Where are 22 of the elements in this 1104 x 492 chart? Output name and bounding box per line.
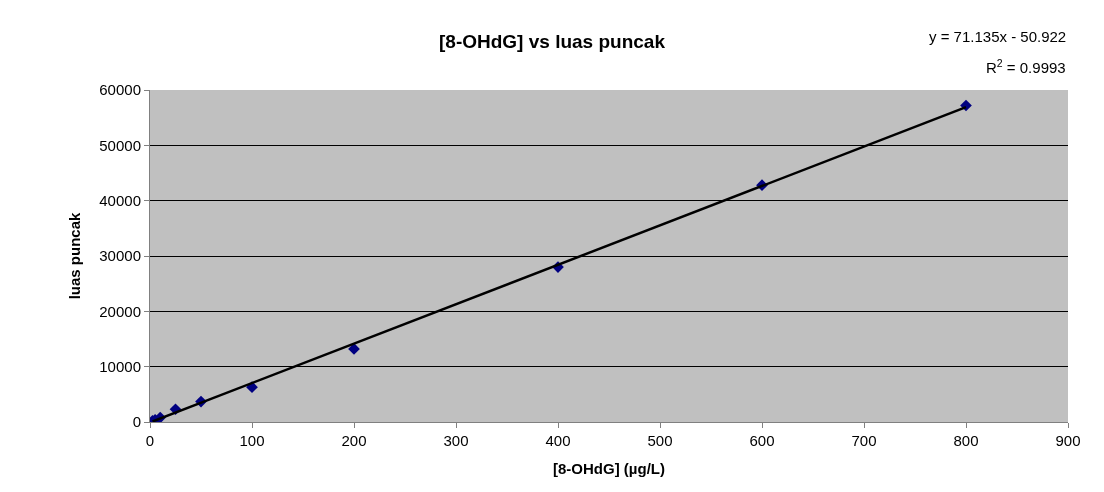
x-tick-label: 300 — [443, 432, 469, 449]
x-tick-label: 800 — [953, 432, 979, 449]
y-tick-label: 20000 — [99, 302, 141, 320]
y-axis-title: luas puncak — [65, 212, 83, 300]
chart-title: [8-OHdG] vs luas puncak — [439, 30, 666, 52]
x-tick-label: 600 — [749, 432, 775, 449]
x-tick-label: 400 — [545, 432, 571, 449]
x-tick-label: 200 — [341, 432, 367, 449]
y-tick-label: 50000 — [99, 136, 141, 154]
x-tick-label: 500 — [647, 432, 673, 449]
text: R$^{2}$ = 0.9993 — [986, 57, 1066, 77]
x-tick-label: 0 — [145, 432, 155, 449]
x-tick-label: 700 — [851, 432, 877, 449]
x-axis-title: [8-OHdG] (µg/L) — [553, 460, 665, 477]
y-tick-label: 30000 — [99, 247, 141, 265]
x-tick-label: 900 — [1055, 432, 1081, 449]
y-tick-label: 40000 — [99, 191, 141, 209]
y-tick-label: 0 — [132, 413, 141, 431]
y-tick-label: 10000 — [99, 357, 141, 375]
text: y = 71.135x - 50.922 — [929, 28, 1067, 45]
y-tick-label: 60000 — [99, 81, 141, 99]
x-tick-label: 100 — [239, 432, 265, 449]
